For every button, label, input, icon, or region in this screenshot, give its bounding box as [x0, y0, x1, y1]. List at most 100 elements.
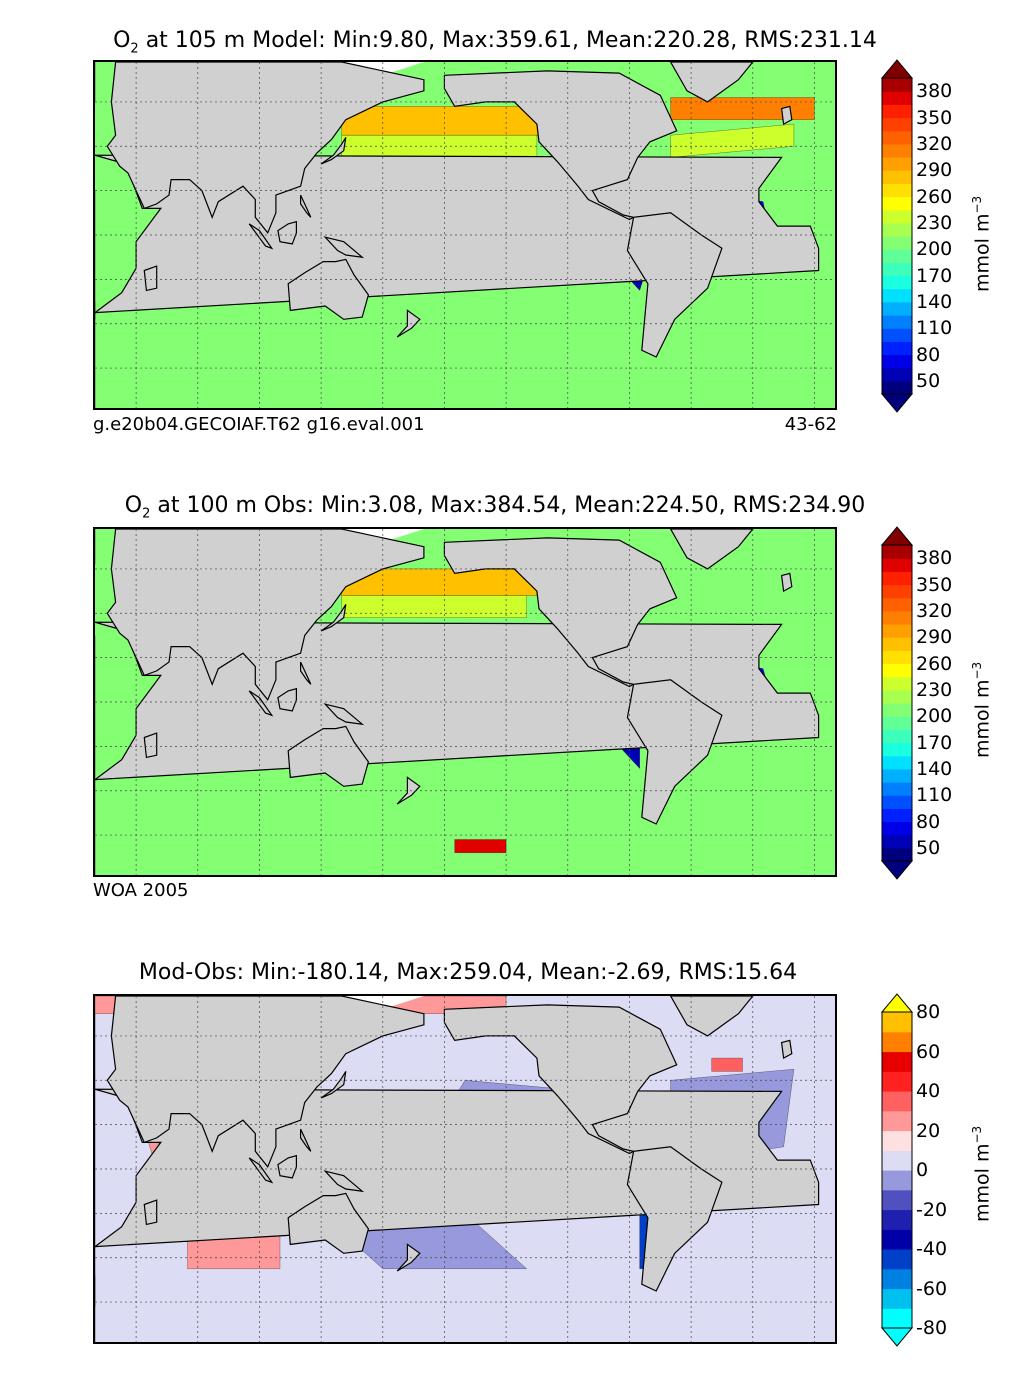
colorbar-tick-label: 320 [916, 599, 953, 622]
sumatra-landmass [248, 1157, 274, 1184]
colorbar-svg [880, 59, 914, 413]
map-plot [93, 60, 837, 410]
colorbar-segment [882, 367, 912, 382]
colorbar-segment [882, 597, 912, 612]
australia-landmass [287, 725, 370, 787]
colorbar-tick-label: 350 [916, 573, 953, 596]
colorbar-segment [882, 782, 912, 796]
new-zealand-landmass [396, 1243, 421, 1272]
colorbar-over-arrow [880, 526, 914, 546]
colorbar-segment [882, 196, 912, 211]
colorbar-segment [882, 143, 912, 158]
colorbar-over-arrow [880, 993, 914, 1013]
title-species: O [124, 493, 143, 518]
colorbar-segment [882, 1209, 912, 1230]
panel-title: Mod-Obs: Min:-180.14, Max:259.04, Mean:-… [0, 960, 963, 985]
uk-landmass [780, 105, 793, 126]
colorbar-tick-label: 380 [916, 80, 953, 103]
colorbar-segment [882, 262, 912, 277]
colorbar-svg [880, 526, 914, 880]
colorbar-under-arrow [880, 393, 914, 413]
colorbar-segment [882, 847, 912, 862]
madagascar-landmass [143, 732, 158, 759]
map-svg [95, 529, 835, 875]
colorbar-tick-label: 170 [916, 731, 953, 754]
colorbar-segment [882, 716, 912, 730]
colorbar-segment [882, 689, 912, 704]
uk-landmass [780, 572, 793, 593]
greenland-landmass [669, 529, 754, 570]
colorbar-segment [882, 545, 912, 559]
colorbar-segment [882, 170, 912, 184]
colorbar-svg [880, 993, 914, 1347]
colorbar [880, 993, 914, 1347]
colorbar-segment [882, 1249, 912, 1270]
colorbar-tick-label: 290 [916, 159, 953, 182]
colorbar-tick-label: 170 [916, 264, 953, 287]
new-guinea-landmass [323, 1170, 365, 1193]
map-svg [95, 62, 835, 408]
colorbar-segment [882, 1012, 912, 1033]
colorbar-tick-label: 80 [916, 810, 941, 833]
colorbar-segment [882, 288, 912, 303]
colorbar-segment [882, 117, 912, 132]
colorbar-segment [882, 663, 912, 678]
colorbar-tick-label: 260 [916, 185, 953, 208]
years-label: 43-62 [784, 414, 837, 435]
colorbar-segment [882, 1150, 912, 1171]
colorbar-tick-label: 200 [916, 705, 953, 728]
colorbar-segment [882, 755, 912, 770]
title-species-subscript: 2 [142, 506, 151, 522]
unit-exponent: −3 [970, 195, 984, 214]
colorbar-tick-label: 140 [916, 290, 953, 313]
colorbar-segment [882, 78, 912, 92]
colorbar-tick-label: 230 [916, 678, 953, 701]
colorbar-tick-label: 60 [916, 1040, 941, 1063]
colorbar-tick-label: 110 [916, 784, 953, 807]
colorbar-segment [882, 637, 912, 651]
colorbar-segment [882, 1229, 912, 1250]
colorbar-tick-label: 350 [916, 106, 953, 129]
colorbar-segment [882, 354, 912, 369]
japan-landmass [320, 1071, 347, 1099]
colorbar-tick-label: -40 [916, 1238, 948, 1260]
colorbar-segment [882, 821, 912, 836]
colorbar-under-arrow [880, 1327, 914, 1347]
colorbar-tick-label: 20 [916, 1119, 941, 1142]
colorbar-segment [882, 183, 912, 198]
unit-text: mmol m [971, 213, 994, 292]
colorbar-segment [882, 157, 912, 171]
unit-text: mmol m [971, 1143, 994, 1222]
colorbar-segment [882, 236, 912, 250]
colorbar-segment [882, 1051, 912, 1072]
colorbar-segment [882, 650, 912, 665]
colorbar-tick-label: 380 [916, 547, 953, 570]
borneo-landmass [277, 220, 297, 245]
philippines-landmass [300, 661, 312, 685]
colorbar-segment [882, 209, 912, 224]
colorbar-segment [882, 1268, 912, 1290]
colorbar-tick-label: -60 [916, 1277, 948, 1300]
colorbar-tick-label: 80 [916, 343, 941, 366]
colorbar-tick-label: 50 [916, 836, 941, 859]
greenland-landmass [669, 62, 754, 103]
colorbar-segment [882, 301, 912, 316]
japan-landmass [320, 137, 347, 165]
map-svg [95, 996, 835, 1342]
colorbar-segment [882, 1288, 912, 1309]
uk-landmass [780, 1039, 793, 1060]
philippines-landmass [300, 1128, 312, 1152]
colorbar-segment [882, 703, 912, 717]
map-plot [93, 994, 837, 1344]
australia-landmass [287, 258, 370, 320]
japan-landmass [320, 604, 347, 632]
title-text: Mod-Obs: Min:-180.14, Max:259.04, Mean:-… [138, 960, 798, 985]
colorbar-tick-label: 260 [916, 652, 953, 675]
colorbar-segment [882, 1130, 912, 1151]
colorbar-segment [882, 1071, 912, 1092]
colorbar-segment [882, 795, 912, 809]
colorbar-under-arrow [880, 860, 914, 880]
colorbar-segment [882, 676, 912, 691]
colorbar-unit-label: mmol m−3 [970, 1126, 993, 1222]
colorbar-tick-label: -80 [916, 1317, 948, 1339]
